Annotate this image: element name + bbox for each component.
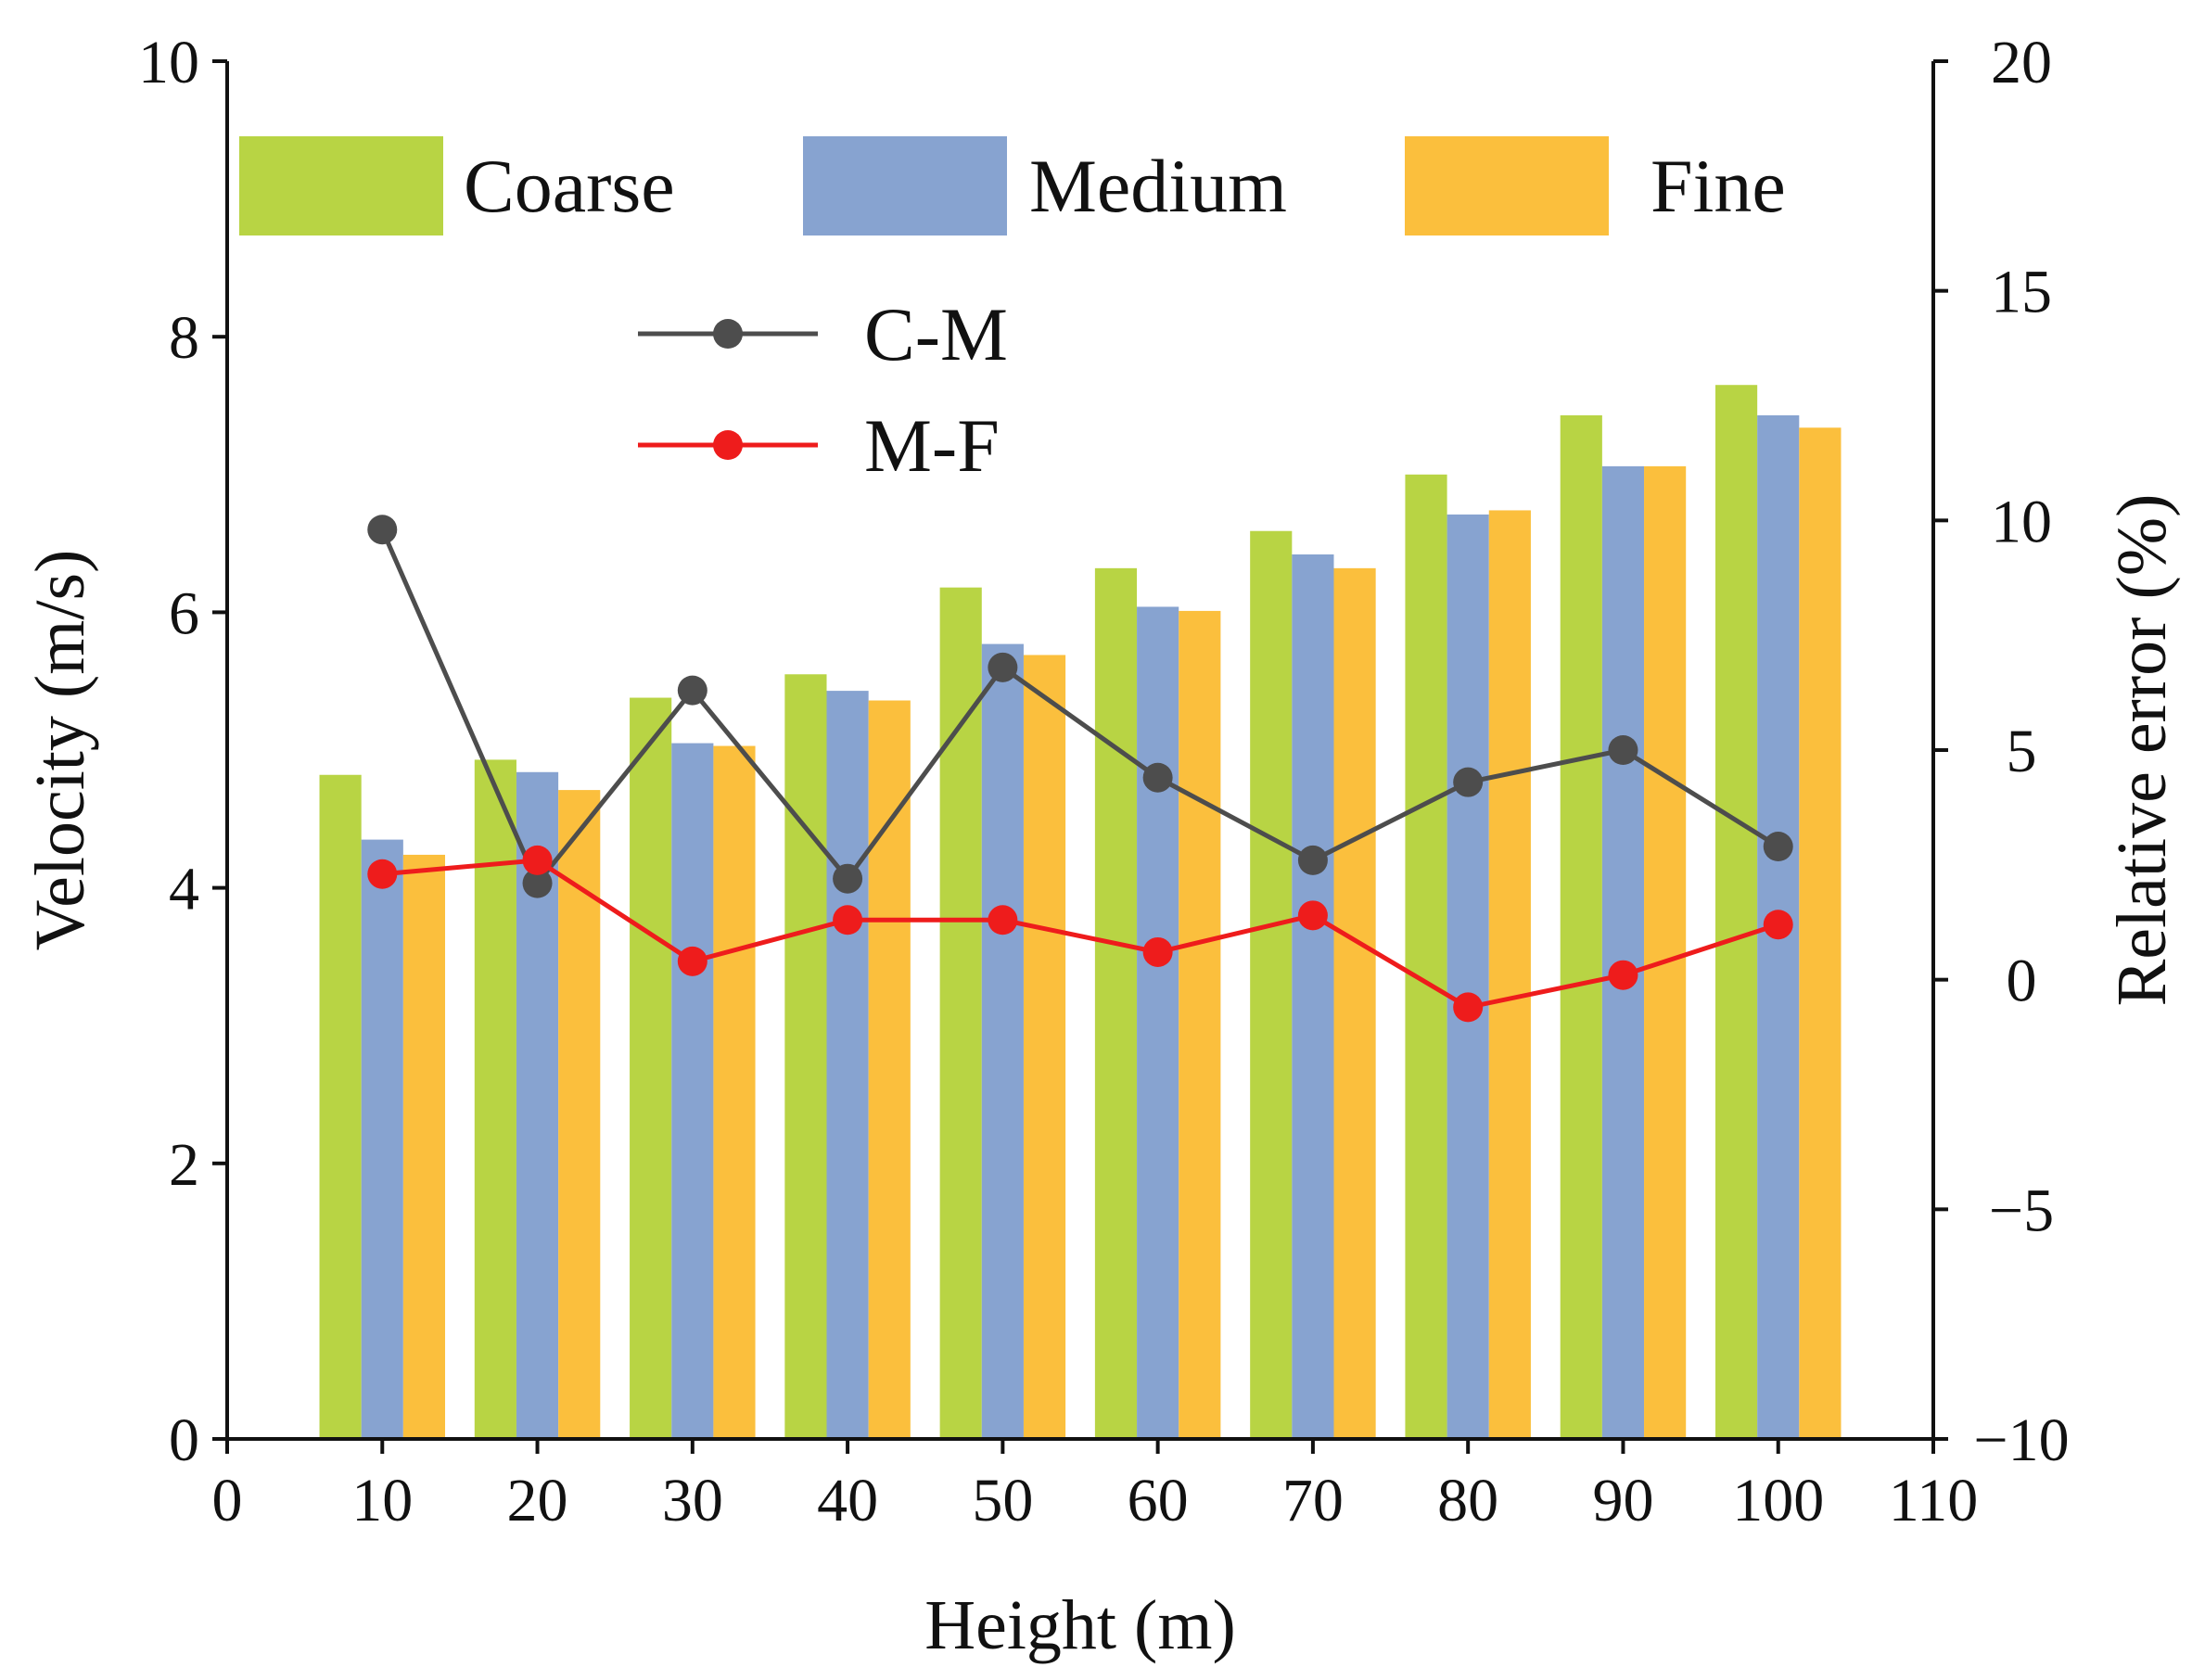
bar-coarse-10 (319, 774, 362, 1439)
legend-marker-m-f (713, 430, 743, 460)
y2-tick-label-5: 5 (2007, 718, 2037, 785)
y2-tick-label-15: 15 (1991, 259, 2052, 326)
x-tick-label-50: 50 (972, 1467, 1033, 1534)
point-c-m-100 (1763, 832, 1793, 862)
lines-layer (367, 515, 1793, 1023)
point-m-f-40 (833, 905, 863, 935)
y2-tick-label--5: −5 (1989, 1177, 2054, 1244)
point-m-f-20 (522, 845, 553, 875)
point-m-f-50 (988, 905, 1018, 935)
point-c-m-80 (1453, 767, 1484, 797)
legend-label-c-m: C-M (864, 292, 1008, 376)
bars-layer (319, 385, 1842, 1440)
legend-swatch-coarse (239, 136, 443, 235)
y2-tick-label--10: −10 (1973, 1406, 2069, 1474)
bar-medium-30 (671, 743, 714, 1439)
y2-tick-label-20: 20 (1991, 29, 2052, 96)
x-tick-label-90: 90 (1592, 1467, 1653, 1534)
x-tick-label-110: 110 (1889, 1467, 1979, 1534)
bar-fine-30 (713, 745, 756, 1439)
y-tick-label-10: 10 (138, 29, 199, 96)
y-tick-label-4: 4 (169, 856, 199, 923)
legend-swatch-medium (803, 136, 1007, 235)
bar-medium-50 (981, 643, 1024, 1439)
point-m-f-30 (677, 946, 707, 976)
x-tick-label-60: 60 (1128, 1467, 1189, 1534)
bar-fine-90 (1644, 465, 1687, 1439)
bar-coarse-30 (630, 697, 672, 1439)
point-c-m-10 (367, 515, 398, 545)
point-c-m-20 (522, 868, 553, 898)
x-axis-title: Height (m) (924, 1586, 1236, 1664)
point-m-f-80 (1453, 992, 1484, 1023)
x-tick-label-100: 100 (1732, 1467, 1824, 1534)
y2-tick-label-0: 0 (2007, 948, 2037, 1015)
bar-fine-100 (1799, 427, 1842, 1439)
bar-medium-10 (361, 839, 403, 1439)
legend-marker-c-m (713, 319, 743, 349)
bar-coarse-40 (784, 674, 827, 1439)
bar-medium-90 (1601, 465, 1645, 1439)
x-tick-label-70: 70 (1282, 1467, 1344, 1534)
x-tick-label-10: 10 (351, 1467, 413, 1534)
bar-coarse-70 (1250, 530, 1293, 1439)
point-m-f-90 (1608, 960, 1638, 990)
legend-label-medium: Medium (1029, 144, 1287, 228)
bar-medium-70 (1292, 554, 1334, 1439)
axes-layer: 0 10 20 30 40 50 60 70 80 90 100 110 0 2 4 6 8 10 −10 −5 0 5 1… (21, 29, 2181, 1664)
x-tick-label-40: 40 (817, 1467, 878, 1534)
bar-coarse-20 (474, 759, 516, 1439)
bar-medium-40 (826, 691, 869, 1439)
bar-coarse-50 (939, 587, 982, 1439)
bar-fine-40 (868, 700, 911, 1439)
y-tick-label-2: 2 (169, 1131, 199, 1199)
bar-fine-10 (402, 854, 446, 1439)
y-tick-label-0: 0 (169, 1406, 199, 1474)
point-c-m-40 (833, 863, 863, 894)
x-tick-label-20: 20 (507, 1467, 568, 1534)
legend-layer: Coarse Medium Fine C-M M-F (239, 136, 1786, 488)
y-axis-title: Velocity (m/s) (21, 550, 99, 951)
point-c-m-70 (1297, 845, 1328, 875)
legend-label-coarse: Coarse (464, 144, 675, 228)
point-m-f-60 (1142, 936, 1173, 967)
line-c-m (379, 528, 1780, 888)
line-m-f (382, 858, 1779, 1011)
bar-fine-50 (1023, 655, 1066, 1439)
bar-medium-80 (1447, 514, 1489, 1439)
x-tick-label-30: 30 (662, 1467, 723, 1534)
x-tick-label-0: 0 (212, 1467, 243, 1534)
bar-coarse-80 (1405, 474, 1447, 1439)
y-tick-label-8: 8 (169, 304, 199, 372)
legend-label-m-f: M-F (864, 403, 1000, 488)
y2-tick-label-10: 10 (1991, 488, 2052, 555)
bar-fine-60 (1179, 610, 1221, 1439)
point-m-f-10 (367, 859, 398, 889)
bar-fine-70 (1333, 567, 1376, 1439)
point-m-f-70 (1297, 900, 1328, 931)
bar-fine-80 (1488, 510, 1531, 1439)
point-m-f-100 (1763, 910, 1793, 940)
y2-axis-title: Relative error (%) (2103, 494, 2181, 1007)
point-c-m-60 (1142, 762, 1173, 793)
point-c-m-50 (988, 652, 1018, 682)
y-tick-label-6: 6 (169, 579, 199, 647)
bar-coarse-100 (1714, 385, 1758, 1440)
point-c-m-30 (677, 675, 707, 706)
bar-coarse-90 (1560, 414, 1602, 1440)
legend-swatch-fine (1405, 136, 1609, 235)
x-tick-label-80: 80 (1437, 1467, 1498, 1534)
bar-medium-60 (1137, 606, 1179, 1439)
point-c-m-90 (1608, 735, 1638, 765)
legend-label-fine: Fine (1651, 144, 1786, 228)
bar-coarse-60 (1094, 567, 1138, 1439)
